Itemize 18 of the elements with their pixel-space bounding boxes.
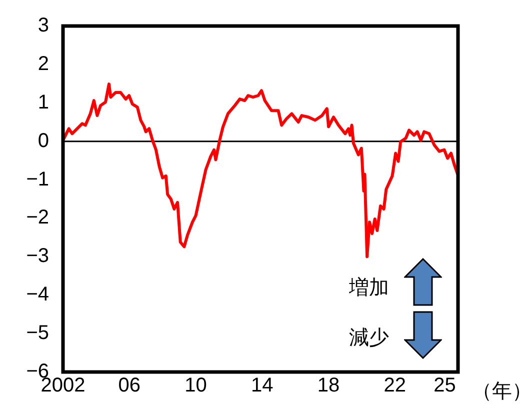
y-tick-label: −4 [26,284,49,306]
y-tick-label: −2 [26,206,49,229]
y-tick-label: 2 [38,52,49,75]
y-tick-label: −3 [26,245,49,268]
y-tick-label: 1 [38,91,49,114]
y-tick-label: 3 [38,14,49,37]
x-tick-label: 10 [184,374,207,397]
y-tick-label: −1 [26,168,49,190]
x-tick-label: 06 [118,374,141,397]
x-tick-label: 18 [317,374,340,397]
annotation: 減少 [349,326,389,351]
y-tick-label: 0 [38,130,49,152]
annotation: 増加 [349,276,389,301]
x-axis-title: （年） [472,380,527,403]
x-tick-label: 14 [251,374,274,397]
x-tick-label: 22 [384,374,406,397]
x-tick-label: 25 [434,374,456,397]
y-tick-label: −5 [26,322,49,344]
